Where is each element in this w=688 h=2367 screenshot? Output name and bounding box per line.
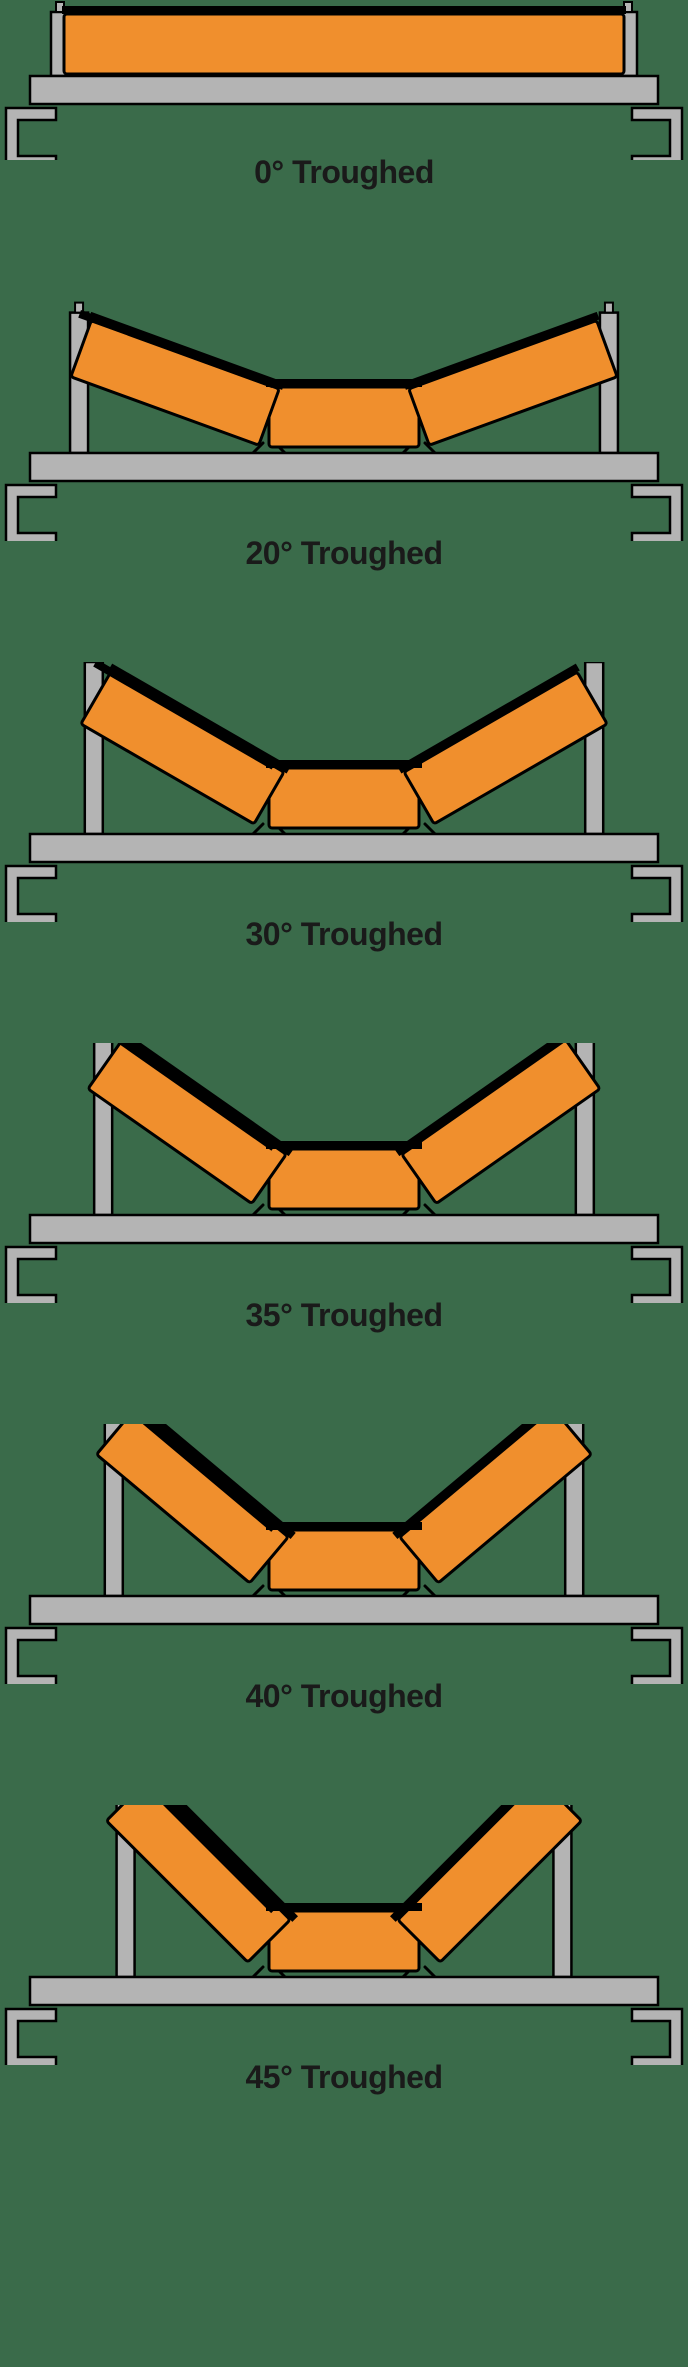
caption-30deg: 30° Troughed [0,916,688,953]
troughing-idler-40deg: 40° Troughed [0,1424,688,1715]
idler-diagram-30deg [0,662,688,922]
troughing-idler-30deg: 30° Troughed [0,662,688,953]
troughing-idler-0deg: 0° Troughed [0,0,688,191]
caption-0deg: 0° Troughed [0,154,688,191]
caption-20deg: 20° Troughed [0,535,688,572]
troughing-idler-35deg: 35° Troughed [0,1043,688,1334]
troughing-idler-20deg: 20° Troughed [0,281,688,572]
troughing-idler-45deg: 45° Troughed [0,1805,688,2096]
caption-40deg: 40° Troughed [0,1678,688,1715]
caption-35deg: 35° Troughed [0,1297,688,1334]
caption-45deg: 45° Troughed [0,2059,688,2096]
idler-diagram-20deg [0,281,688,541]
idler-diagram-0deg [0,0,688,160]
idler-diagram-40deg [0,1424,688,1684]
idler-diagram-35deg [0,1043,688,1303]
idler-diagram-45deg [0,1805,688,2065]
